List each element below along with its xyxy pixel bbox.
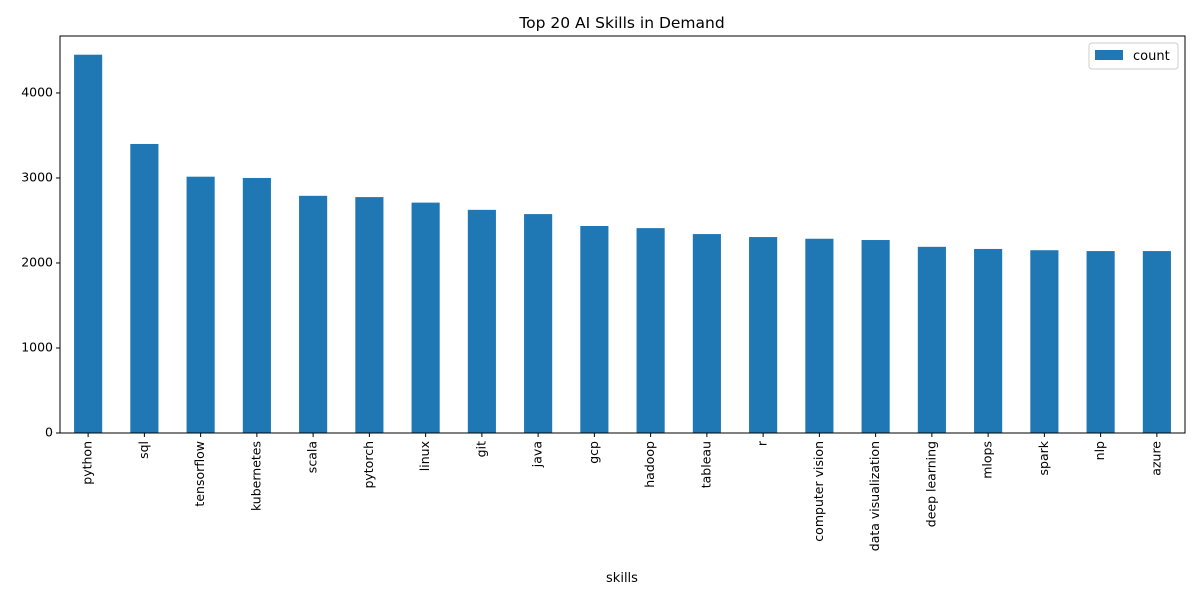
x-axis: python sql tensorflow kubernetes scala pytorc… xyxy=(80,433,1163,551)
bars-group xyxy=(74,54,1171,433)
x-tick-label: python xyxy=(80,441,95,485)
legend-frame xyxy=(1088,42,1179,70)
x-tick-label: hadoop xyxy=(642,441,657,488)
x-tick-label: sql xyxy=(136,441,151,459)
bar-kubernetes xyxy=(242,177,271,433)
bar-computer-vision xyxy=(805,238,834,433)
bar-scala xyxy=(299,195,328,433)
legend: count xyxy=(1088,42,1179,70)
x-tick-label: data visualization xyxy=(867,441,882,551)
x-tick-label: r xyxy=(755,440,770,446)
bar-java xyxy=(524,214,553,433)
bar-tensorflow xyxy=(186,176,215,433)
bar-spark xyxy=(1030,250,1059,433)
y-tick-label: 2000 xyxy=(21,254,53,269)
y-tick-label: 1000 xyxy=(21,339,53,354)
bar-python xyxy=(74,54,103,433)
x-tick-label: computer vision xyxy=(811,441,826,542)
x-tick-label: mlops xyxy=(980,441,995,479)
chart-title: Top 20 AI Skills in Demand xyxy=(518,14,724,32)
bar-deep-learning xyxy=(917,246,946,433)
bar-pytorch xyxy=(355,197,384,433)
y-axis: 0 1000 2000 3000 4000 xyxy=(21,84,60,440)
y-tick-label: 0 xyxy=(45,425,53,440)
bar-hadoop xyxy=(636,228,665,433)
x-axis-label: skills xyxy=(606,571,638,586)
x-tick-label: deep learning xyxy=(923,441,938,527)
y-tick-label: 4000 xyxy=(21,84,53,99)
bar-linux xyxy=(411,202,440,433)
x-tick-label: pytorch xyxy=(361,441,376,489)
x-tick-label: gcp xyxy=(586,441,601,464)
bar-sql xyxy=(130,143,159,433)
x-tick-label: tensorflow xyxy=(192,441,207,507)
x-tick-label: spark xyxy=(1036,440,1051,475)
x-tick-label: scala xyxy=(305,441,320,473)
bar-git xyxy=(467,209,496,433)
x-tick-label: tableau xyxy=(698,441,713,488)
bar-r xyxy=(749,237,778,433)
bar-azure xyxy=(1142,251,1171,433)
x-tick-label: git xyxy=(473,441,488,457)
x-tick-label: linux xyxy=(417,441,432,471)
bar-mlops xyxy=(974,248,1003,433)
bar-nlp xyxy=(1086,251,1115,433)
legend-swatch xyxy=(1095,50,1123,60)
bar-tableau xyxy=(692,234,721,433)
x-tick-label: kubernetes xyxy=(248,441,263,511)
x-tick-label: azure xyxy=(1148,441,1163,476)
y-tick-label: 3000 xyxy=(21,169,53,184)
plot-frame xyxy=(59,35,1186,434)
x-tick-label: java xyxy=(530,441,545,468)
bar-gcp xyxy=(580,225,609,433)
legend-label: count xyxy=(1133,49,1170,64)
x-tick-label: nlp xyxy=(1092,441,1107,460)
bar-data-visualization xyxy=(861,240,890,433)
